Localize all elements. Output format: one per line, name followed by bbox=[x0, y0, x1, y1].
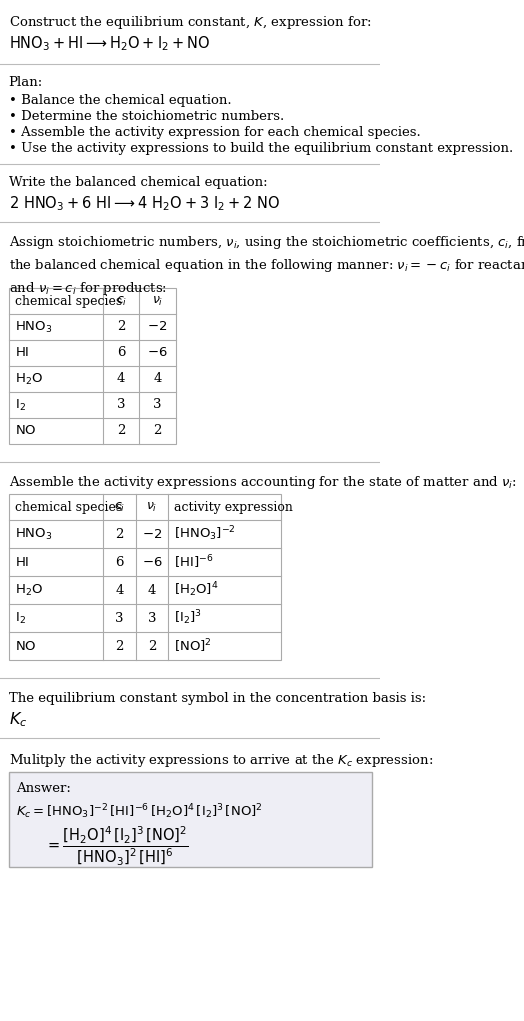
Text: 4: 4 bbox=[154, 373, 162, 386]
Text: $\mathrm{I_2}$: $\mathrm{I_2}$ bbox=[15, 397, 26, 412]
Text: $\nu_i$: $\nu_i$ bbox=[146, 500, 158, 514]
Text: $= \dfrac{[\mathrm{H_2O}]^{4}\,[\mathrm{I_2}]^{3}\,[\mathrm{NO}]^{2}}{[\mathrm{H: $= \dfrac{[\mathrm{H_2O}]^{4}\,[\mathrm{… bbox=[45, 825, 189, 868]
Text: Write the balanced chemical equation:: Write the balanced chemical equation: bbox=[9, 176, 267, 189]
Text: 4: 4 bbox=[117, 373, 125, 386]
Text: Plan:: Plan: bbox=[9, 76, 43, 89]
Text: 2: 2 bbox=[115, 639, 124, 652]
Text: $\mathrm{NO}$: $\mathrm{NO}$ bbox=[15, 639, 36, 652]
Text: $\mathrm{HI}$: $\mathrm{HI}$ bbox=[15, 346, 29, 359]
Text: 3: 3 bbox=[115, 612, 124, 625]
Text: $K_c$: $K_c$ bbox=[9, 710, 27, 729]
Text: $-6$: $-6$ bbox=[142, 555, 162, 569]
Text: 2: 2 bbox=[154, 425, 162, 438]
Text: Answer:: Answer: bbox=[16, 782, 71, 795]
Text: chemical species: chemical species bbox=[15, 294, 122, 307]
Text: Construct the equilibrium constant, $K$, expression for:: Construct the equilibrium constant, $K$,… bbox=[9, 14, 372, 31]
Text: $-6$: $-6$ bbox=[147, 346, 168, 359]
Text: $[\mathrm{HNO_3}]^{-2}$: $[\mathrm{HNO_3}]^{-2}$ bbox=[174, 525, 236, 543]
Bar bbox=[9, 772, 372, 867]
Bar bbox=[9, 288, 176, 444]
Text: 4: 4 bbox=[115, 583, 124, 596]
Text: 3: 3 bbox=[117, 398, 125, 411]
Text: $[\mathrm{HI}]^{-6}$: $[\mathrm{HI}]^{-6}$ bbox=[174, 553, 214, 571]
Text: 2: 2 bbox=[148, 639, 156, 652]
Text: The equilibrium constant symbol in the concentration basis is:: The equilibrium constant symbol in the c… bbox=[9, 692, 426, 704]
Text: 4: 4 bbox=[148, 583, 156, 596]
Text: $-2$: $-2$ bbox=[142, 528, 162, 540]
Text: $-2$: $-2$ bbox=[147, 321, 168, 334]
Text: 6: 6 bbox=[115, 555, 124, 569]
Text: $\nu_i$: $\nu_i$ bbox=[152, 294, 163, 307]
Text: Assign stoichiometric numbers, $\nu_i$, using the stoichiometric coefficients, $: Assign stoichiometric numbers, $\nu_i$, … bbox=[9, 234, 524, 297]
Text: $c_i$: $c_i$ bbox=[116, 294, 127, 307]
Text: 3: 3 bbox=[153, 398, 162, 411]
Bar bbox=[9, 494, 281, 660]
Text: $\mathrm{NO}$: $\mathrm{NO}$ bbox=[15, 425, 36, 438]
Text: $\mathrm{H_2O}$: $\mathrm{H_2O}$ bbox=[15, 372, 42, 387]
Text: $[\mathrm{H_2O}]^{4}$: $[\mathrm{H_2O}]^{4}$ bbox=[174, 581, 219, 599]
Text: $\mathrm{HI}$: $\mathrm{HI}$ bbox=[15, 555, 29, 569]
Text: $\mathrm{H_2O}$: $\mathrm{H_2O}$ bbox=[15, 582, 42, 597]
Text: $c_i$: $c_i$ bbox=[114, 500, 125, 514]
Text: • Determine the stoichiometric numbers.: • Determine the stoichiometric numbers. bbox=[9, 110, 284, 123]
Text: • Balance the chemical equation.: • Balance the chemical equation. bbox=[9, 94, 231, 107]
Text: $\mathrm{HNO_3}$: $\mathrm{HNO_3}$ bbox=[15, 527, 52, 541]
Text: • Assemble the activity expression for each chemical species.: • Assemble the activity expression for e… bbox=[9, 126, 420, 139]
Text: $\mathrm{HNO_3 + HI \longrightarrow H_2O + I_2 + NO}$: $\mathrm{HNO_3 + HI \longrightarrow H_2O… bbox=[9, 34, 210, 53]
Text: 2: 2 bbox=[115, 528, 124, 540]
Text: activity expression: activity expression bbox=[174, 500, 293, 514]
Text: $\mathrm{HNO_3}$: $\mathrm{HNO_3}$ bbox=[15, 320, 52, 335]
Text: $[\mathrm{NO}]^{2}$: $[\mathrm{NO}]^{2}$ bbox=[174, 637, 212, 654]
Text: chemical species: chemical species bbox=[15, 500, 122, 514]
Text: 2: 2 bbox=[117, 425, 125, 438]
Text: $\mathrm{2\ HNO_3 + 6\ HI \longrightarrow 4\ H_2O + 3\ I_2 + 2\ NO}$: $\mathrm{2\ HNO_3 + 6\ HI \longrightarro… bbox=[9, 194, 280, 212]
Text: $\mathrm{I_2}$: $\mathrm{I_2}$ bbox=[15, 611, 26, 626]
Text: • Use the activity expressions to build the equilibrium constant expression.: • Use the activity expressions to build … bbox=[9, 142, 513, 155]
Text: 3: 3 bbox=[148, 612, 156, 625]
Text: 6: 6 bbox=[117, 346, 125, 359]
Text: Assemble the activity expressions accounting for the state of matter and $\nu_i$: Assemble the activity expressions accoun… bbox=[9, 474, 517, 491]
Text: $[\mathrm{I_2}]^{3}$: $[\mathrm{I_2}]^{3}$ bbox=[174, 609, 202, 627]
Text: Mulitply the activity expressions to arrive at the $K_c$ expression:: Mulitply the activity expressions to arr… bbox=[9, 752, 433, 769]
Text: 2: 2 bbox=[117, 321, 125, 334]
Text: $K_c = [\mathrm{HNO_3}]^{-2}\,[\mathrm{HI}]^{-6}\,[\mathrm{H_2O}]^{4}\,[\mathrm{: $K_c = [\mathrm{HNO_3}]^{-2}\,[\mathrm{H… bbox=[16, 803, 263, 821]
